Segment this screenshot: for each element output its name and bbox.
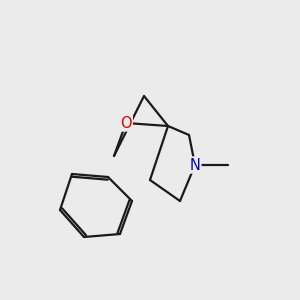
Text: O: O (120, 116, 132, 130)
Text: N: N (190, 158, 200, 172)
